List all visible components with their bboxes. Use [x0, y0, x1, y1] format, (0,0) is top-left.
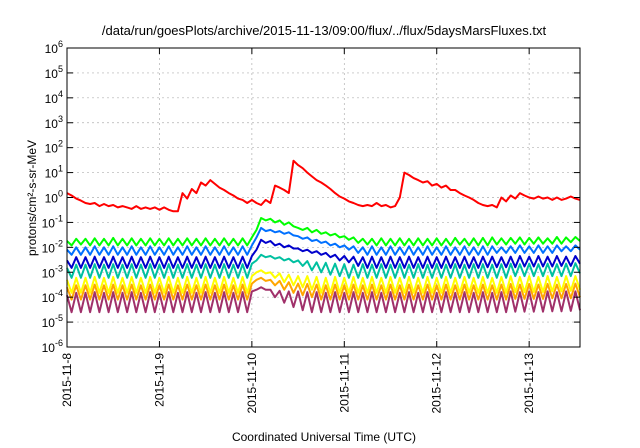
series-line-0: [66, 159, 581, 213]
y-tick-label: 10-3: [42, 263, 63, 280]
y-tick-label: 10-6: [42, 338, 63, 355]
y-tick-base: 10: [42, 266, 56, 280]
y-tick-exponent: 6: [58, 39, 63, 49]
y-tick-exponent: -3: [55, 263, 63, 273]
series-line-6: [66, 276, 581, 301]
series-line-4: [66, 253, 581, 279]
chart-title: /data/run/goesPlots/archive/2015-11-13/0…: [102, 23, 547, 38]
y-tick-label: 10-5: [42, 313, 63, 330]
y-tick-label: 10-4: [42, 288, 63, 305]
y-tick-base: 10: [45, 142, 59, 156]
x-tick-label: 2015-11-9: [152, 353, 166, 407]
y-tick-label: 102: [45, 139, 63, 156]
y-tick-label: 101: [45, 164, 63, 181]
y-tick-exponent: -4: [55, 288, 63, 298]
series-line-7: [66, 286, 581, 314]
plot-border: [66, 47, 581, 348]
y-tick-base: 10: [45, 117, 59, 131]
series-layer: [66, 159, 581, 314]
y-tick-base: 10: [45, 42, 59, 56]
x-axis-label: Coordinated Universal Time (UTC): [232, 430, 416, 444]
x-tick-labels: 2015-11-8 2015-11-9 2015-11-10 2015-11-11 20…: [60, 353, 536, 414]
y-tick-exponent: -2: [55, 238, 63, 248]
x-tick-label: 2015-11-8: [60, 353, 74, 407]
y-tick-labels: 10-610-510-410-310-210-11001011021031041…: [42, 39, 63, 355]
series-line-3: [66, 238, 581, 269]
series-line-5: [66, 269, 581, 294]
y-tick-exponent: 3: [58, 114, 63, 124]
y-tick-label: 106: [45, 39, 63, 56]
y-tick-exponent: 1: [58, 164, 63, 174]
y-tick-base: 10: [42, 241, 56, 255]
x-tick-label: 2015-11-13: [522, 353, 536, 414]
y-axis-label: protons/cm²-s-sr-MeV: [25, 140, 39, 256]
y-tick-exponent: -5: [55, 313, 63, 323]
y-tick-exponent: 2: [58, 139, 63, 149]
y-tick-exponent: -1: [55, 213, 63, 223]
y-tick-label: 100: [45, 189, 63, 206]
y-tick-label: 10-2: [42, 238, 63, 255]
x-tick-label: 2015-11-11: [337, 353, 351, 413]
y-tick-base: 10: [45, 167, 59, 181]
y-tick-label: 105: [45, 64, 63, 81]
y-tick-exponent: 0: [58, 189, 63, 199]
series-line-1: [66, 217, 581, 247]
y-tick-label: 103: [45, 114, 63, 131]
y-tick-base: 10: [42, 291, 56, 305]
y-tick-base: 10: [45, 192, 59, 206]
plot-frame: [66, 47, 581, 348]
y-tick-label: 104: [45, 89, 63, 106]
y-tick-label: 10-1: [42, 213, 63, 230]
y-tick-base: 10: [45, 92, 59, 106]
y-tick-exponent: -6: [55, 338, 63, 348]
y-tick-base: 10: [45, 67, 59, 81]
y-tick-base: 10: [42, 316, 56, 330]
series-line-2: [66, 226, 581, 256]
y-tick-base: 10: [42, 341, 56, 355]
y-tick-base: 10: [42, 216, 56, 230]
x-tick-label: 2015-11-10: [245, 353, 259, 414]
y-tick-exponent: 5: [58, 64, 63, 74]
x-tick-label: 2015-11-12: [430, 353, 444, 414]
y-tick-exponent: 4: [58, 89, 63, 99]
